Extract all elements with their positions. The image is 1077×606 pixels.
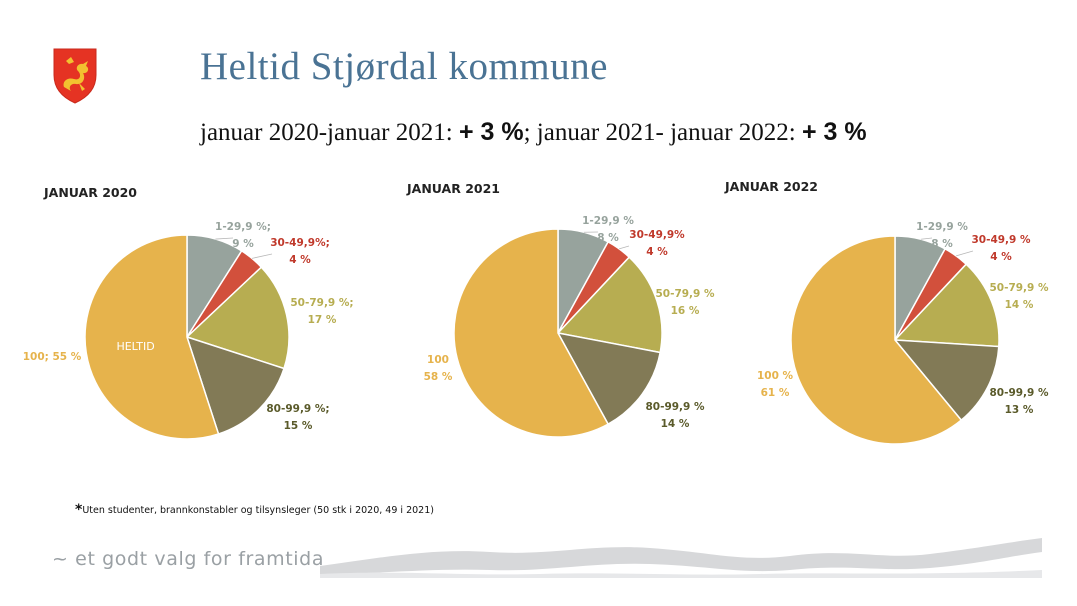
pie-slice-0-4 [84,234,220,440]
footnote: *Uten studenter, brannkonstabler og tils… [75,502,434,518]
chart-title-2020: JANUAR 2020 [44,185,137,200]
subtitle-change-1: + 3 % [458,118,524,146]
subtitle-change-2: + 3 % [801,118,867,146]
pie-slice-1-3 [556,331,662,426]
leader-line-0-0 [215,237,234,240]
leader-line-2-1 [956,250,974,257]
pie-label-2-0: 1-29,9 % 8 % [916,221,968,250]
pie-label-0-3: 80-99,9 %; 15 % [266,403,329,432]
pie-label-2-2: 50-79,9 % 14 % [989,282,1049,311]
page-title: Heltid Stjørdal kommune [200,45,608,88]
pie-label-1-3: 80-99,9 % 14 % [645,401,705,430]
pie-label-2-1: 30-49,9 % 4 % [971,234,1031,263]
pie-label-2-3: 80-99,9 % 13 % [989,387,1049,416]
leader-line-1-1 [619,245,630,250]
pie-label-0-0: 1-29,9 %; 9 % [215,221,271,250]
leader-line-2-0 [920,237,933,240]
pie-label-1-0: 1-29,9 % 8 % [582,215,634,244]
pie-label-1-1: 30-49,9% 4 % [629,229,685,258]
chart-title-2022: JANUAR 2022 [725,179,818,194]
pie-label-1-4: 100 58 % [424,354,453,383]
subtitle-part-2: ; januar 2021- januar 2022: [523,119,802,146]
footnote-star: * [75,502,83,518]
pie-label-0-2: 50-79,9 %; 17 % [290,297,353,326]
pie-label-0-4: 100; 55 % [23,351,82,363]
decorative-wave [320,538,1042,578]
footnote-text: Uten studenter, brannkonstabler og tilsy… [82,505,434,516]
page-subtitle: januar 2020-januar 2021: + 3 %; januar 2… [200,118,867,147]
pie-slice-2-3 [893,339,1000,422]
pie-slice-1-4 [453,228,610,438]
chart-title-2021: JANUAR 2021 [407,181,500,196]
pie-label-1-2: 50-79,9 % 16 % [655,288,715,317]
pie-label-2-4: 100 % 61 % [757,370,794,399]
pie-label-0-1: 30-49,9%; 4 % [270,237,330,266]
pie-slice-2-4 [790,235,963,445]
leader-line-0-1 [251,253,273,259]
subtitle-part-1: januar 2020-januar 2021: [200,119,459,146]
pie-slice-1-2 [556,256,663,354]
coat-of-arms-logo [53,48,97,104]
pie-slice-0-2 [185,266,290,370]
tagline: ~ et godt valg for framtida [52,548,325,570]
pie-slice-2-2 [893,263,1000,348]
pie-inner-label-0: HELTID [116,340,154,353]
